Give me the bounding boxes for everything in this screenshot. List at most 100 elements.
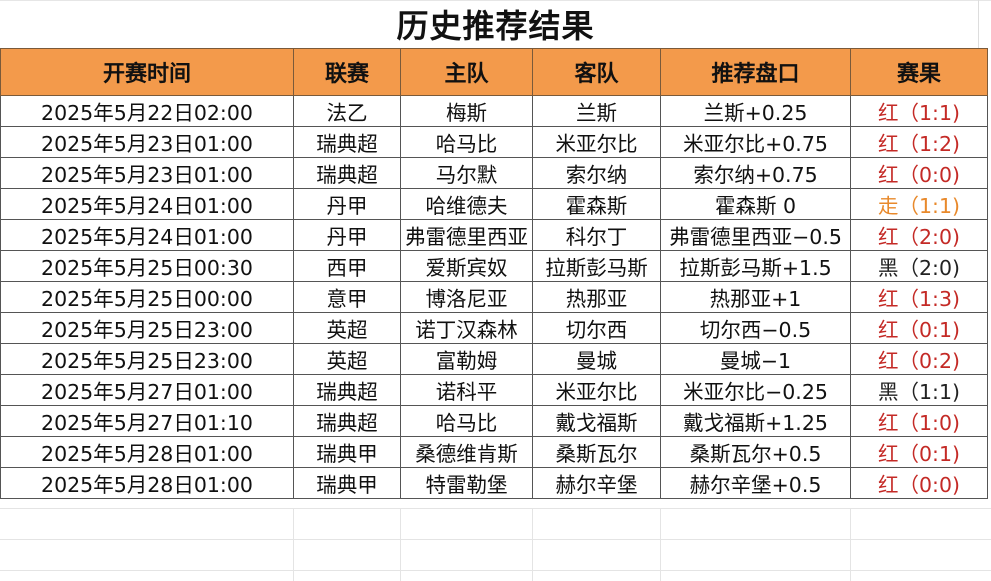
cell-league[interactable]: 瑞典超 [293,157,401,189]
cell-away[interactable]: 赫尔辛堡 [532,467,661,499]
cell-home[interactable]: 哈马比 [400,126,533,158]
table-row: 2025年5月27日01:00 瑞典超 诺科平 米亚尔比 米亚尔比−0.25 黑（1:1) [0,374,988,406]
cell-home[interactable]: 弗雷德里西亚 [400,219,533,251]
cell-home[interactable]: 哈马比 [400,405,533,437]
cell-home[interactable]: 马尔默 [400,157,533,189]
cell-result[interactable]: 红（0:2) [850,343,988,375]
cell-league[interactable]: 瑞典甲 [293,436,401,468]
cell-time[interactable]: 2025年5月25日23:00 [0,312,294,344]
cell-result[interactable]: 红（2:0) [850,219,988,251]
cell-league[interactable]: 西甲 [293,250,401,282]
cell-result[interactable]: 红（0:1) [850,312,988,344]
league-value: 瑞典超 [316,163,378,187]
cell-result[interactable]: 黑（2:0) [850,250,988,282]
cell-home[interactable]: 爱斯宾奴 [400,250,533,282]
cell-away[interactable]: 热那亚 [532,281,661,313]
cell-league[interactable]: 丹甲 [293,219,401,251]
cell-time[interactable]: 2025年5月25日00:30 [0,250,294,282]
cell-time[interactable]: 2025年5月23日01:00 [0,157,294,189]
cell-home[interactable]: 哈维德夫 [400,188,533,220]
cell-pick[interactable]: 拉斯彭马斯+1.5 [660,250,851,282]
cell-league[interactable]: 瑞典超 [293,374,401,406]
cell-pick[interactable]: 切尔西−0.5 [660,312,851,344]
cell-league[interactable]: 瑞典超 [293,126,401,158]
cell-pick[interactable]: 米亚尔比−0.25 [660,374,851,406]
cell-pick[interactable]: 索尔纳+0.75 [660,157,851,189]
cell-pick[interactable]: 兰斯+0.25 [660,95,851,127]
cell-away[interactable]: 霍森斯 [532,188,661,220]
header-result[interactable]: 赛果 [850,48,988,96]
cell-league[interactable]: 英超 [293,343,401,375]
cell-time[interactable]: 2025年5月27日01:10 [0,405,294,437]
league-value: 意甲 [326,287,368,311]
cell-league[interactable]: 瑞典甲 [293,467,401,499]
cell-away[interactable]: 兰斯 [532,95,661,127]
cell-league[interactable]: 意甲 [293,281,401,313]
cell-away[interactable]: 米亚尔比 [532,126,661,158]
cell-away[interactable]: 索尔纳 [532,157,661,189]
home-value: 特雷勒堡 [425,473,508,497]
cell-away[interactable]: 切尔西 [532,312,661,344]
header-label: 推荐盘口 [711,62,800,87]
cell-home[interactable]: 诺丁汉森林 [400,312,533,344]
cell-pick[interactable]: 热那亚+1 [660,281,851,313]
time-value: 2025年5月22日02:00 [41,101,253,125]
away-value: 热那亚 [565,287,628,311]
cell-time[interactable]: 2025年5月25日23:00 [0,343,294,375]
cell-pick[interactable]: 弗雷德里西亚−0.5 [660,219,851,251]
cell-time[interactable]: 2025年5月22日02:00 [0,95,294,127]
header-label: 开赛时间 [102,62,191,87]
cell-league[interactable]: 法乙 [293,95,401,127]
cell-away[interactable]: 桑斯瓦尔 [532,436,661,468]
cell-time[interactable]: 2025年5月27日01:00 [0,374,294,406]
header-league[interactable]: 联赛 [293,48,401,96]
cell-pick[interactable]: 戴戈福斯+1.25 [660,405,851,437]
cell-away[interactable]: 拉斯彭马斯 [532,250,661,282]
header-home[interactable]: 主队 [400,48,533,96]
cell-away[interactable]: 米亚尔比 [532,374,661,406]
result-value: 红（0:2) [878,349,960,373]
cell-pick[interactable]: 曼城−1 [660,343,851,375]
cell-league[interactable]: 英超 [293,312,401,344]
cell-result[interactable]: 红（1:0) [850,405,988,437]
header-away[interactable]: 客队 [532,48,661,96]
cell-pick[interactable]: 米亚尔比+0.75 [660,126,851,158]
cell-away[interactable]: 科尔丁 [532,219,661,251]
cell-home[interactable]: 桑德维肯斯 [400,436,533,468]
cell-home[interactable]: 梅斯 [400,95,533,127]
cell-result[interactable]: 红（1:1) [850,95,988,127]
cell-time[interactable]: 2025年5月28日01:00 [0,467,294,499]
cell-time[interactable]: 2025年5月23日01:00 [0,126,294,158]
table-row: 2025年5月23日01:00 瑞典超 马尔默 索尔纳 索尔纳+0.75 红（0:0) [0,157,988,189]
cell-time[interactable]: 2025年5月24日01:00 [0,188,294,220]
cell-home[interactable]: 诺科平 [400,374,533,406]
cell-pick[interactable]: 桑斯瓦尔+0.5 [660,436,851,468]
cell-time[interactable]: 2025年5月25日00:00 [0,281,294,313]
cell-time[interactable]: 2025年5月28日01:00 [0,436,294,468]
cell-home[interactable]: 特雷勒堡 [400,467,533,499]
cell-league[interactable]: 丹甲 [293,188,401,220]
cell-time[interactable]: 2025年5月24日01:00 [0,219,294,251]
home-value: 哈维德夫 [425,194,508,218]
cell-home[interactable]: 博洛尼亚 [400,281,533,313]
header-pick[interactable]: 推荐盘口 [660,48,851,96]
header-time[interactable]: 开赛时间 [0,48,294,96]
header-label: 联赛 [324,62,369,87]
cell-pick[interactable]: 赫尔辛堡+0.5 [660,467,851,499]
cell-result[interactable]: 红（1:3) [850,281,988,313]
cell-away[interactable]: 曼城 [532,343,661,375]
table-row: 2025年5月25日00:00 意甲 博洛尼亚 热那亚 热那亚+1 红（1:3) [0,281,988,313]
cell-home[interactable]: 富勒姆 [400,343,533,375]
pick-value: 霍森斯 0 [714,194,797,218]
cell-league[interactable]: 瑞典超 [293,405,401,437]
cell-result[interactable]: 红（0:0) [850,157,988,189]
cell-away[interactable]: 戴戈福斯 [532,405,661,437]
cell-result[interactable]: 黑（1:1) [850,374,988,406]
pick-value: 米亚尔比+0.75 [683,132,828,156]
cell-result[interactable]: 走（1:1) [850,188,988,220]
cell-result[interactable]: 红（1:2) [850,126,988,158]
league-value: 瑞典甲 [316,442,378,466]
cell-result[interactable]: 红（0:1) [850,436,988,468]
cell-result[interactable]: 红（0:0) [850,467,988,499]
cell-pick[interactable]: 霍森斯 0 [660,188,851,220]
